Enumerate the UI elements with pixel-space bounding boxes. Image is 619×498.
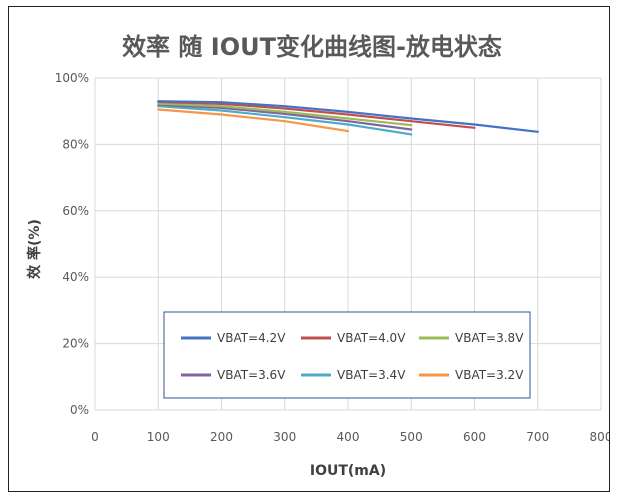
chart-frame: 效率 随 IOUT变化曲线图-放电状态 0 100 200 300 400 500 600 7… xyxy=(8,6,610,492)
x-tick-label: 400 xyxy=(337,430,360,444)
x-tick-label: 0 xyxy=(91,430,99,444)
x-tick-label: 100 xyxy=(147,430,170,444)
y-tick-label: 20% xyxy=(62,337,89,351)
y-tick-label: 40% xyxy=(62,270,89,284)
legend-items: VBAT=4.2V VBAT=4.0V VBAT=3.8V VBAT=3.6V VBAT… xyxy=(181,331,524,382)
legend-label-vbat-3-6v: VBAT=3.6V xyxy=(217,368,286,382)
axis-layer: 0 100 200 300 400 500 600 700 800 0% 20% 40% 60% 80% 1… xyxy=(55,71,609,444)
efficiency-chart: 效率 随 IOUT变化曲线图-放电状态 0 100 200 300 400 500 600 7… xyxy=(26,33,609,479)
legend: VBAT=4.2V VBAT=4.0V VBAT=3.8V VBAT=3.6V VBAT… xyxy=(163,311,531,399)
x-tick-label: 300 xyxy=(273,430,296,444)
legend-label-vbat-3-8v: VBAT=3.8V xyxy=(455,331,524,345)
y-axis-title: 效 率(%) xyxy=(26,219,43,279)
legend-label-vbat-4-2v: VBAT=4.2V xyxy=(217,331,286,345)
legend-box xyxy=(163,311,531,399)
series-line-vbat-3-8v xyxy=(157,102,413,127)
series-line-vbat-3-4v xyxy=(157,105,413,136)
x-tick-label: 600 xyxy=(463,430,486,444)
series-layer xyxy=(157,100,539,136)
y-tick-label: 80% xyxy=(62,137,89,151)
y-tick-label: 100% xyxy=(55,71,89,85)
series-line-vbat-4-0v xyxy=(157,100,476,129)
x-tick-label: 500 xyxy=(400,430,423,444)
x-tick-label: 700 xyxy=(526,430,549,444)
x-tick-label: 800 xyxy=(590,430,609,444)
series-line-vbat-4-2v xyxy=(157,100,539,133)
series-line-vbat-3-2v xyxy=(157,108,350,133)
chart-title: 效率 随 IOUT变化曲线图-放电状态 xyxy=(122,33,502,61)
x-axis-title: IOUT(mA) xyxy=(310,463,386,479)
legend-label-vbat-4-0v: VBAT=4.0V xyxy=(337,331,406,345)
series-line-vbat-3-6v xyxy=(157,103,413,131)
grid-layer xyxy=(95,77,602,411)
y-tick-label: 60% xyxy=(62,204,89,218)
y-tick-label: 0% xyxy=(70,403,89,417)
legend-label-vbat-3-4v: VBAT=3.4V xyxy=(337,368,406,382)
x-tick-label: 200 xyxy=(210,430,233,444)
legend-label-vbat-3-2v: VBAT=3.2V xyxy=(455,368,524,382)
